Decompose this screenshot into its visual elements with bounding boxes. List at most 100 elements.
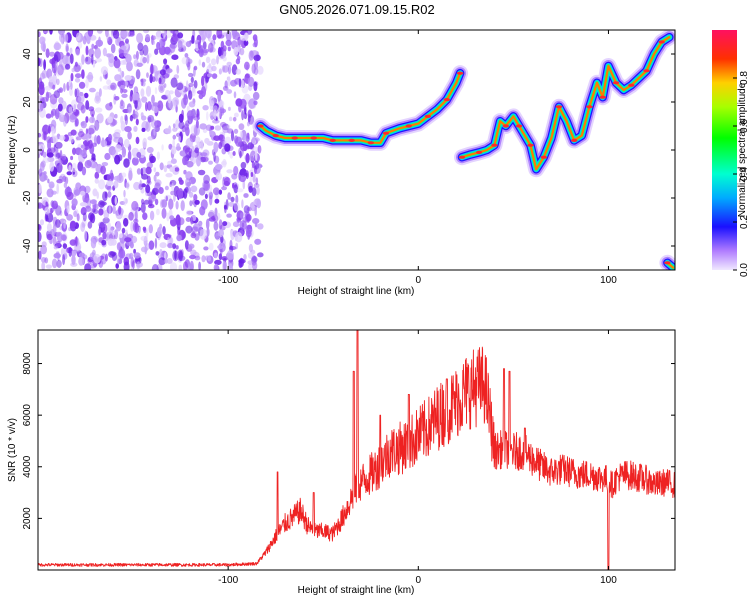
noise-blob — [188, 101, 196, 108]
noise-blob — [57, 64, 64, 76]
noise-blob — [168, 143, 173, 150]
noise-blob — [54, 146, 59, 154]
noise-blob — [218, 68, 222, 75]
spectrogram-x-axis-label: Height of straight line (km) — [298, 286, 415, 297]
noise-blob — [145, 184, 151, 194]
noise-blob — [88, 87, 96, 93]
noise-blob — [218, 141, 223, 150]
noise-blob — [62, 115, 67, 127]
snr-frame — [37, 329, 676, 571]
noise-blob — [45, 212, 54, 223]
noise-blob — [73, 210, 78, 218]
noise-blob — [98, 227, 102, 236]
noise-blob — [213, 105, 218, 111]
noise-blob — [136, 62, 143, 67]
noise-blob — [228, 201, 235, 207]
noise-blob — [226, 89, 233, 94]
noise-blob — [46, 188, 54, 198]
noise-blob — [92, 188, 98, 197]
noise-blob — [159, 162, 164, 171]
noise-blob — [200, 152, 208, 157]
noise-blob — [227, 124, 231, 129]
noise-blob — [38, 231, 42, 242]
noise-blob — [56, 259, 62, 268]
noise-blob — [188, 90, 193, 100]
noise-blob — [105, 253, 108, 262]
noise-blob — [153, 167, 157, 173]
noise-blob — [95, 58, 102, 63]
noise-blob — [228, 106, 231, 111]
noise-blob — [59, 210, 63, 216]
ridge-hotspot — [628, 83, 635, 87]
noise-blob — [205, 56, 211, 64]
noise-blob — [79, 150, 88, 158]
noise-blob — [76, 213, 80, 222]
noise-blob — [58, 51, 64, 60]
noise-blob — [69, 47, 73, 54]
noise-blob — [102, 232, 107, 240]
noise-blob — [210, 125, 215, 130]
noise-blob — [141, 96, 148, 103]
noise-blob — [190, 232, 197, 239]
noise-blob — [99, 76, 103, 82]
noise-blob — [38, 250, 42, 260]
colorbar-tick-label: 0.0 — [739, 263, 750, 277]
noise-blob — [68, 246, 72, 257]
ridge-hotspot — [540, 155, 547, 159]
noise-blob — [205, 218, 210, 230]
noise-blob — [208, 160, 213, 165]
noise-blob — [201, 34, 205, 43]
noise-blob — [212, 34, 217, 41]
noise-blob — [112, 30, 120, 39]
noise-blob — [85, 128, 89, 135]
noise-blob — [148, 240, 155, 250]
noise-blob — [169, 90, 174, 95]
noise-blob — [44, 257, 49, 264]
noise-blob — [229, 116, 233, 122]
noise-blob — [241, 85, 249, 94]
noise-blob — [141, 127, 146, 132]
noise-blob — [187, 61, 191, 71]
noise-blob — [81, 166, 87, 176]
noise-blob — [54, 219, 61, 228]
noise-blob — [106, 205, 113, 214]
noise-blob — [154, 198, 159, 206]
noise-blob — [120, 60, 126, 66]
noise-blob — [76, 32, 81, 42]
noise-blob — [243, 205, 250, 214]
noise-blob — [70, 136, 74, 144]
noise-blob — [84, 263, 92, 270]
colorbar: 0.0 0.2 0.4 0.6 0.8 Normalized spectral ampl… — [712, 30, 750, 277]
noise-blob — [159, 74, 166, 85]
noise-blob — [41, 197, 49, 206]
noise-blob — [222, 65, 229, 73]
noise-blob — [154, 120, 162, 128]
noise-blob — [60, 248, 65, 257]
noise-blob — [53, 42, 62, 51]
snr-series-line — [38, 330, 675, 570]
noise-blob — [233, 184, 239, 194]
noise-blob — [58, 87, 64, 93]
noise-blob — [222, 85, 229, 91]
noise-blob — [65, 45, 69, 52]
noise-blob — [116, 242, 121, 251]
noise-blob — [158, 187, 164, 194]
noise-blob — [89, 199, 97, 204]
noise-blob — [124, 126, 132, 133]
noise-blob — [193, 65, 198, 71]
noise-blob — [181, 56, 188, 65]
noise-blob — [134, 222, 140, 234]
noise-blob — [185, 137, 193, 148]
noise-blob — [106, 53, 112, 58]
noise-blob — [166, 258, 173, 264]
noise-blob — [243, 193, 249, 198]
noise-blob — [86, 35, 91, 45]
noise-blob — [215, 172, 223, 181]
noise-blob — [140, 202, 146, 213]
noise-blob — [251, 136, 256, 144]
noise-blob — [52, 84, 56, 90]
noise-blob — [95, 39, 104, 47]
noise-blob — [55, 141, 63, 149]
noise-blob — [159, 69, 166, 76]
noise-blob — [141, 115, 147, 121]
